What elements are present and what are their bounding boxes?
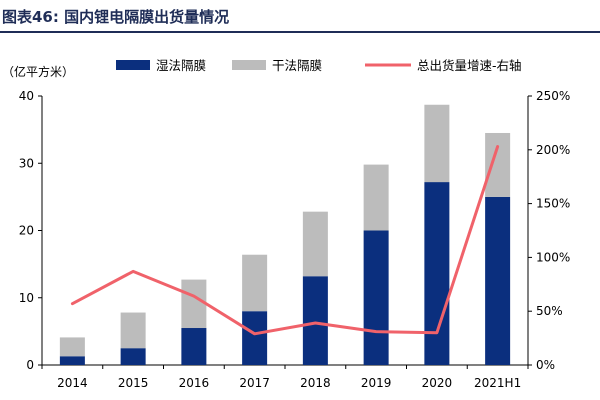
y-right-tick-label: 0%	[536, 358, 555, 372]
x-tick-label: 2014	[57, 376, 88, 390]
growth-point-2017	[254, 333, 256, 335]
legend-label-1: 干法隔膜	[272, 58, 322, 73]
bar-dry-2015	[120, 312, 146, 349]
legend: 湿法隔膜 干法隔膜 总出货量增速-右轴	[116, 58, 522, 73]
x-tick-label: 2021H1	[474, 376, 521, 390]
legend-label-2: 总出货量增速-右轴	[417, 58, 522, 73]
bar-dry-2019	[363, 164, 389, 231]
bar-wet-2018	[302, 276, 328, 365]
bar-dry-2017	[242, 254, 268, 312]
x-tick-label: 2020	[422, 376, 453, 390]
bars	[59, 104, 511, 365]
y-left-tick-label: 40	[19, 89, 34, 103]
bar-wet-2021H1	[485, 196, 511, 365]
y-left-tick-label: 30	[19, 156, 34, 170]
legend-swatch-0	[116, 60, 150, 70]
figure-title: 图表46: 国内锂电隔膜出货量情况	[2, 8, 230, 26]
growth-point-2016	[193, 295, 195, 297]
legend-swatch-1	[232, 60, 266, 70]
x-tick-label: 2015	[118, 376, 149, 390]
bar-wet-2015	[120, 348, 146, 365]
bar-wet-2016	[181, 328, 207, 365]
growth-point-2020	[436, 332, 438, 334]
bar-dry-2014	[59, 337, 85, 357]
growth-point-2021H1	[497, 146, 499, 148]
growth-point-2018	[314, 322, 316, 324]
bar-dry-2020	[424, 104, 450, 183]
title-divider	[0, 31, 600, 33]
x-tick-label: 2018	[300, 376, 331, 390]
bar-wet-2017	[242, 311, 268, 365]
bar-wet-2014	[59, 356, 85, 365]
y-right-tick-label: 200%	[536, 143, 570, 157]
y-right-tick-label: 50%	[536, 304, 563, 318]
y-left-tick-label: 0	[26, 358, 34, 372]
y-left-tick-label: 10	[19, 291, 34, 305]
tick-labels: 0 10 20 30 40 0% 50% 100% 150% 200% 250% 2014 2015 20…	[19, 89, 571, 390]
figure-title-bar: 图表46: 国内锂电隔膜出货量情况	[0, 0, 600, 33]
y-right-tick-label: 100%	[536, 250, 570, 264]
growth-point-2019	[375, 331, 377, 333]
bar-dry-2021H1	[485, 132, 511, 197]
bar-dry-2016	[181, 279, 207, 329]
x-tick-label: 2016	[179, 376, 210, 390]
x-tick-label: 2017	[239, 376, 270, 390]
y-axis-unit-label: （亿平方米）	[2, 64, 74, 79]
growth-line	[70, 145, 500, 336]
y-left-tick-label: 20	[19, 224, 34, 238]
x-tick-label: 2019	[361, 376, 392, 390]
growth-point-2015	[132, 270, 134, 272]
bar-wet-2020	[424, 182, 450, 365]
growth-line-layer	[70, 145, 500, 336]
bar-dry-2018	[302, 211, 328, 277]
y-right-tick-label: 150%	[536, 197, 570, 211]
y-right-tick-label: 250%	[536, 89, 570, 103]
bar-wet-2019	[363, 230, 389, 365]
growth-point-2014	[71, 303, 73, 305]
legend-label-0: 湿法隔膜	[156, 58, 206, 73]
